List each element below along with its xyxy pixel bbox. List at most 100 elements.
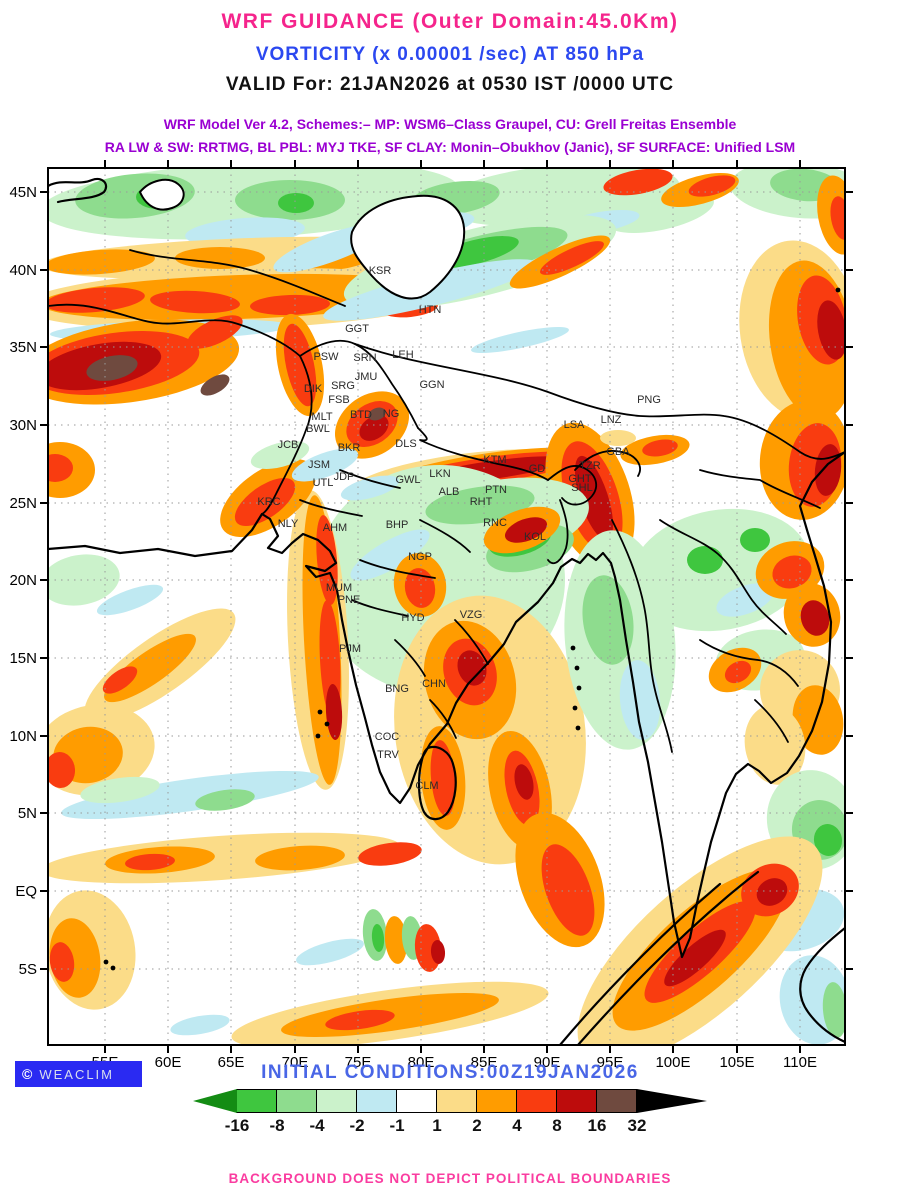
legend-tick-label: -1 bbox=[389, 1116, 405, 1135]
legend-tick-label: 32 bbox=[627, 1116, 647, 1135]
lon-tick-label: 70E bbox=[282, 1054, 309, 1071]
lon-tick-label: 85E bbox=[471, 1054, 498, 1071]
lat-tick-label: 15N bbox=[9, 650, 37, 667]
station-label-dik: DIK bbox=[304, 383, 323, 395]
station-label-ktm: KTM bbox=[483, 454, 506, 466]
lon-tick-label: 100E bbox=[655, 1054, 690, 1071]
station-label-bwl: BWL bbox=[306, 423, 330, 435]
legend-tick-label: 8 bbox=[552, 1116, 562, 1135]
contour-fill-layer bbox=[48, 168, 845, 1045]
station-label-ng: NG bbox=[383, 408, 400, 420]
station-label-nly: NLY bbox=[278, 518, 299, 530]
station-label-fsb: FSB bbox=[328, 394, 349, 406]
legend-tick-label: -2 bbox=[349, 1116, 365, 1135]
axis-ticks bbox=[40, 160, 853, 1053]
station-label-gd: GD bbox=[529, 463, 546, 475]
lon-tick-label: 75E bbox=[345, 1054, 372, 1071]
station-label-jmu: JMU bbox=[355, 371, 378, 383]
station-label-vzg: VZG bbox=[460, 609, 483, 621]
lat-tick-label: 35N bbox=[9, 339, 37, 356]
lat-tick-label: 25N bbox=[9, 495, 37, 512]
model-scheme-line-2: RA LW & SW: RRTMG, BL PBL: MYJ TKE, SF C… bbox=[104, 139, 796, 155]
legend-under-arrow bbox=[193, 1089, 237, 1113]
station-label-trv: TRV bbox=[377, 749, 399, 761]
legend-tick-label: -8 bbox=[269, 1116, 285, 1135]
station-label-mlt: MLT bbox=[311, 411, 332, 423]
legend-tick-label: -4 bbox=[309, 1116, 325, 1135]
station-label-mum: MUM bbox=[326, 582, 352, 594]
station-label-coc: COC bbox=[375, 731, 400, 743]
station-label-ptn: PTN bbox=[485, 484, 507, 496]
station-label-ksr: KSR bbox=[369, 265, 392, 277]
initial-conditions-line: INITIAL CONDITIONS:00Z19JAN2026 bbox=[261, 1062, 639, 1083]
station-label-shl: SHL bbox=[571, 482, 592, 494]
legend-cell-0 bbox=[236, 1089, 277, 1113]
station-label-ngp: NGP bbox=[408, 551, 432, 563]
station-label-psw: PSW bbox=[313, 351, 339, 363]
station-label-bkr: BKR bbox=[338, 442, 361, 454]
station-label-png: PNG bbox=[637, 394, 661, 406]
lat-tick-label: 5S bbox=[19, 961, 37, 978]
legend-cell-9 bbox=[596, 1089, 637, 1113]
coastline-layer bbox=[48, 177, 845, 1045]
lon-tick-label: 105E bbox=[719, 1054, 754, 1071]
station-label-ahm: AHM bbox=[323, 522, 347, 534]
legend-cell-3 bbox=[356, 1089, 397, 1113]
station-label-bng: BNG bbox=[385, 683, 409, 695]
lon-tick-label: 80E bbox=[408, 1054, 435, 1071]
lon-tick-label: 90E bbox=[534, 1054, 561, 1071]
lat-tick-label: 5N bbox=[18, 805, 37, 822]
model-scheme-line-1: WRF Model Ver 4.2, Schemes:– MP: WSM6–Cl… bbox=[163, 116, 737, 132]
legend-cell-6 bbox=[476, 1089, 517, 1113]
brand-name: WEACLIM bbox=[39, 1066, 114, 1082]
station-label-bhp: BHP bbox=[386, 519, 409, 531]
lat-tick-label: 30N bbox=[9, 417, 37, 434]
station-label-htn: HTN bbox=[419, 304, 442, 316]
legend-cell-4 bbox=[396, 1089, 437, 1113]
station-label-pne: PNE bbox=[338, 594, 361, 606]
lon-tick-label: 60E bbox=[155, 1054, 182, 1071]
legend-tick-label: 4 bbox=[512, 1116, 522, 1135]
lat-tick-label: 20N bbox=[9, 572, 37, 589]
station-label-lsa: LSA bbox=[564, 419, 585, 431]
station-label-rnc: RNC bbox=[483, 517, 507, 529]
station-labels: KSR HTN GGT PSW SRN LEH JMU DIK SRG FSB GGN MLT BTD N… bbox=[257, 265, 661, 792]
lat-tick-label: EQ bbox=[15, 883, 37, 900]
station-label-jcb: JCB bbox=[278, 439, 299, 451]
legend-cell-1 bbox=[276, 1089, 317, 1113]
legend-tick-label: -16 bbox=[224, 1116, 250, 1135]
lat-tick-label: 10N bbox=[9, 728, 37, 745]
station-label-lnz: LNZ bbox=[601, 414, 622, 426]
disclaimer-line: BACKGROUND DOES NOT DEPICT POLITICAL BOU… bbox=[228, 1171, 672, 1186]
station-label-srn: SRN bbox=[353, 352, 376, 364]
legend-tick-label: 16 bbox=[587, 1116, 607, 1135]
station-label-alb: ALB bbox=[439, 486, 460, 498]
station-label-chn: CHN bbox=[422, 678, 446, 690]
variable-subtitle: VORTICITY (x 0.00001 /sec) AT 850 hPa bbox=[255, 44, 645, 65]
legend-cell-2 bbox=[316, 1089, 357, 1113]
legend-bar bbox=[193, 1089, 707, 1113]
station-label-gwl: GWL bbox=[395, 474, 420, 486]
legend-tick-label: 2 bbox=[472, 1116, 482, 1135]
station-label-rht: RHT bbox=[470, 496, 493, 508]
legend-over-arrow bbox=[637, 1089, 707, 1113]
legend-cell-5 bbox=[436, 1089, 477, 1113]
station-label-dls: DLS bbox=[395, 438, 416, 450]
station-label-lkn: LKN bbox=[429, 468, 450, 480]
lat-tick-label: 40N bbox=[9, 262, 37, 279]
legend-cell-7 bbox=[516, 1089, 557, 1113]
station-label-krc: KRC bbox=[257, 496, 280, 508]
weaclim-badge: © WEACLIM bbox=[15, 1061, 142, 1087]
station-label-kol: KOL bbox=[524, 531, 546, 543]
lon-tick-label: 65E bbox=[218, 1054, 245, 1071]
lon-tick-label: 110E bbox=[783, 1054, 817, 1071]
station-label-srg: SRG bbox=[331, 380, 355, 392]
station-label-ggt: GGT bbox=[345, 323, 369, 335]
station-label-jdp: JDP bbox=[334, 471, 355, 483]
lon-tick-label: 95E bbox=[597, 1054, 624, 1071]
copyright-icon: © bbox=[22, 1066, 33, 1082]
station-label-clm: CLM bbox=[415, 780, 438, 792]
station-label-ggn: GGN bbox=[419, 379, 444, 391]
